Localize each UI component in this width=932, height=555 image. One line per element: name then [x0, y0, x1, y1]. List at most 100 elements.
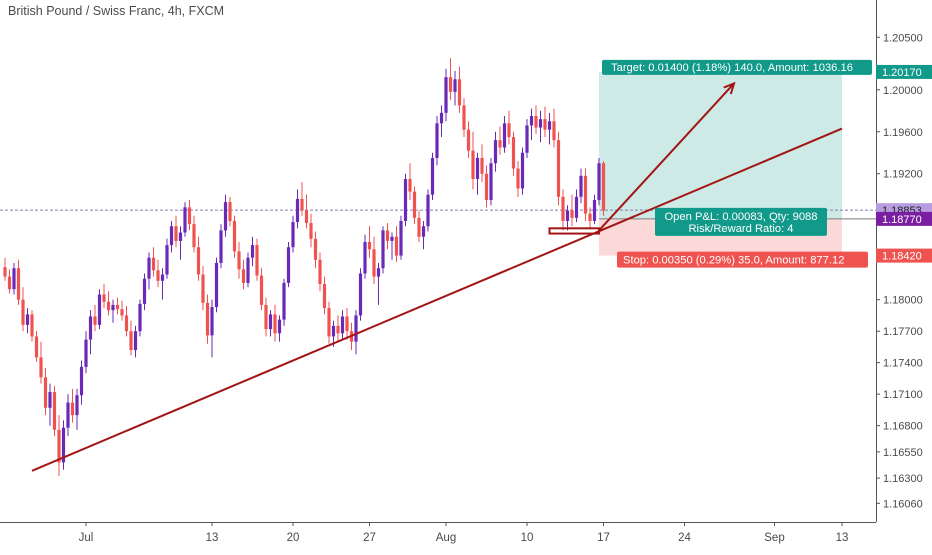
candle-body[interactable] — [3, 267, 7, 277]
candle-body[interactable] — [597, 163, 601, 200]
candle-body[interactable] — [250, 245, 255, 258]
candle-body[interactable] — [187, 207, 192, 225]
candle-body[interactable] — [88, 316, 93, 340]
candle-body[interactable] — [286, 247, 291, 283]
candle-body[interactable] — [214, 262, 219, 308]
candle-body[interactable] — [232, 220, 237, 252]
candle-body[interactable] — [439, 112, 444, 124]
candle-body[interactable] — [156, 270, 160, 281]
highlight-box[interactable] — [548, 227, 600, 235]
candle-body[interactable] — [39, 357, 43, 378]
candle-body[interactable] — [16, 268, 21, 300]
candle-body[interactable] — [354, 315, 358, 342]
candle-body[interactable] — [313, 238, 318, 260]
candle-body[interactable] — [183, 207, 187, 233]
candle-body[interactable] — [421, 226, 426, 237]
candle-body[interactable] — [489, 163, 493, 200]
candle-body[interactable] — [363, 241, 367, 274]
candle-body[interactable] — [138, 303, 142, 332]
candle-body[interactable] — [525, 125, 529, 153]
candle-body[interactable] — [21, 299, 25, 325]
candle-body[interactable] — [106, 301, 111, 311]
candle-body[interactable] — [192, 224, 196, 248]
candle-body[interactable] — [246, 257, 250, 283]
candle-body[interactable] — [376, 268, 381, 277]
candle-body[interactable] — [201, 274, 205, 303]
candle-body[interactable] — [520, 152, 525, 189]
candle-body[interactable] — [318, 259, 322, 284]
candle-body[interactable] — [120, 309, 124, 316]
candle-body[interactable] — [417, 217, 421, 237]
candle-body[interactable] — [408, 178, 412, 192]
candle-body[interactable] — [115, 304, 120, 310]
candle-body[interactable] — [255, 245, 259, 276]
candle-body[interactable] — [592, 199, 597, 221]
candle-body[interactable] — [565, 210, 570, 221]
candle-body[interactable] — [570, 210, 574, 218]
candle-body[interactable] — [430, 157, 435, 195]
candle-body[interactable] — [534, 116, 538, 128]
candle-body[interactable] — [277, 319, 282, 334]
candle-body[interactable] — [507, 123, 511, 137]
candle-body[interactable] — [273, 314, 277, 334]
candle-body[interactable] — [322, 283, 327, 309]
projection-arrow-line[interactable] — [598, 82, 735, 232]
support-trendline[interactable] — [31, 127, 843, 472]
candle-body[interactable] — [111, 304, 115, 311]
candle-body[interactable] — [57, 429, 61, 463]
candle-body[interactable] — [304, 210, 309, 224]
candle-body[interactable] — [147, 257, 151, 279]
candle-body[interactable] — [43, 377, 48, 408]
candle-body[interactable] — [268, 314, 273, 330]
candle-body[interactable] — [502, 123, 507, 148]
candle-body[interactable] — [561, 196, 565, 221]
candle-body[interactable] — [196, 247, 201, 275]
candle-body[interactable] — [516, 168, 520, 189]
candle-body[interactable] — [93, 316, 97, 325]
candle-body[interactable] — [178, 232, 183, 241]
candle-body[interactable] — [228, 202, 232, 221]
candle-body[interactable] — [291, 222, 295, 248]
candle-body[interactable] — [538, 119, 543, 128]
candle-body[interactable] — [574, 196, 579, 218]
candle-body[interactable] — [448, 77, 453, 92]
candle-body[interactable] — [390, 236, 394, 241]
candle-body[interactable] — [210, 307, 214, 336]
candle-body[interactable] — [466, 129, 471, 151]
candle-body[interactable] — [601, 163, 606, 211]
candle-body[interactable] — [102, 294, 106, 302]
candle-body[interactable] — [61, 427, 66, 463]
candle-body[interactable] — [12, 268, 16, 290]
candle-body[interactable] — [219, 230, 223, 263]
candle-body[interactable] — [588, 213, 592, 221]
candle-body[interactable] — [453, 79, 457, 92]
candle-body[interactable] — [457, 79, 462, 106]
candle-body[interactable] — [282, 282, 286, 320]
candle-body[interactable] — [129, 331, 133, 351]
candle-body[interactable] — [169, 226, 174, 246]
candle-body[interactable] — [7, 276, 12, 290]
candle-body[interactable] — [259, 275, 264, 305]
candle-body[interactable] — [412, 191, 417, 218]
candle-body[interactable] — [79, 366, 84, 396]
candle-body[interactable] — [30, 314, 34, 337]
candle-body[interactable] — [403, 178, 408, 221]
candle-body[interactable] — [241, 269, 246, 283]
candle-body[interactable] — [174, 226, 178, 241]
candle-body[interactable] — [70, 402, 75, 416]
candle-body[interactable] — [543, 119, 547, 130]
candle-body[interactable] — [336, 325, 340, 334]
candle-body[interactable] — [480, 157, 484, 174]
candle-body[interactable] — [52, 392, 57, 430]
candle-body[interactable] — [498, 140, 502, 148]
candle-body[interactable] — [435, 123, 439, 158]
candle-body[interactable] — [151, 257, 156, 271]
candle-body[interactable] — [165, 245, 169, 275]
candle-body[interactable] — [381, 230, 385, 269]
candle-body[interactable] — [124, 315, 129, 332]
candle-body[interactable] — [583, 175, 588, 214]
candle-body[interactable] — [237, 251, 241, 270]
candle-body[interactable] — [471, 150, 475, 179]
